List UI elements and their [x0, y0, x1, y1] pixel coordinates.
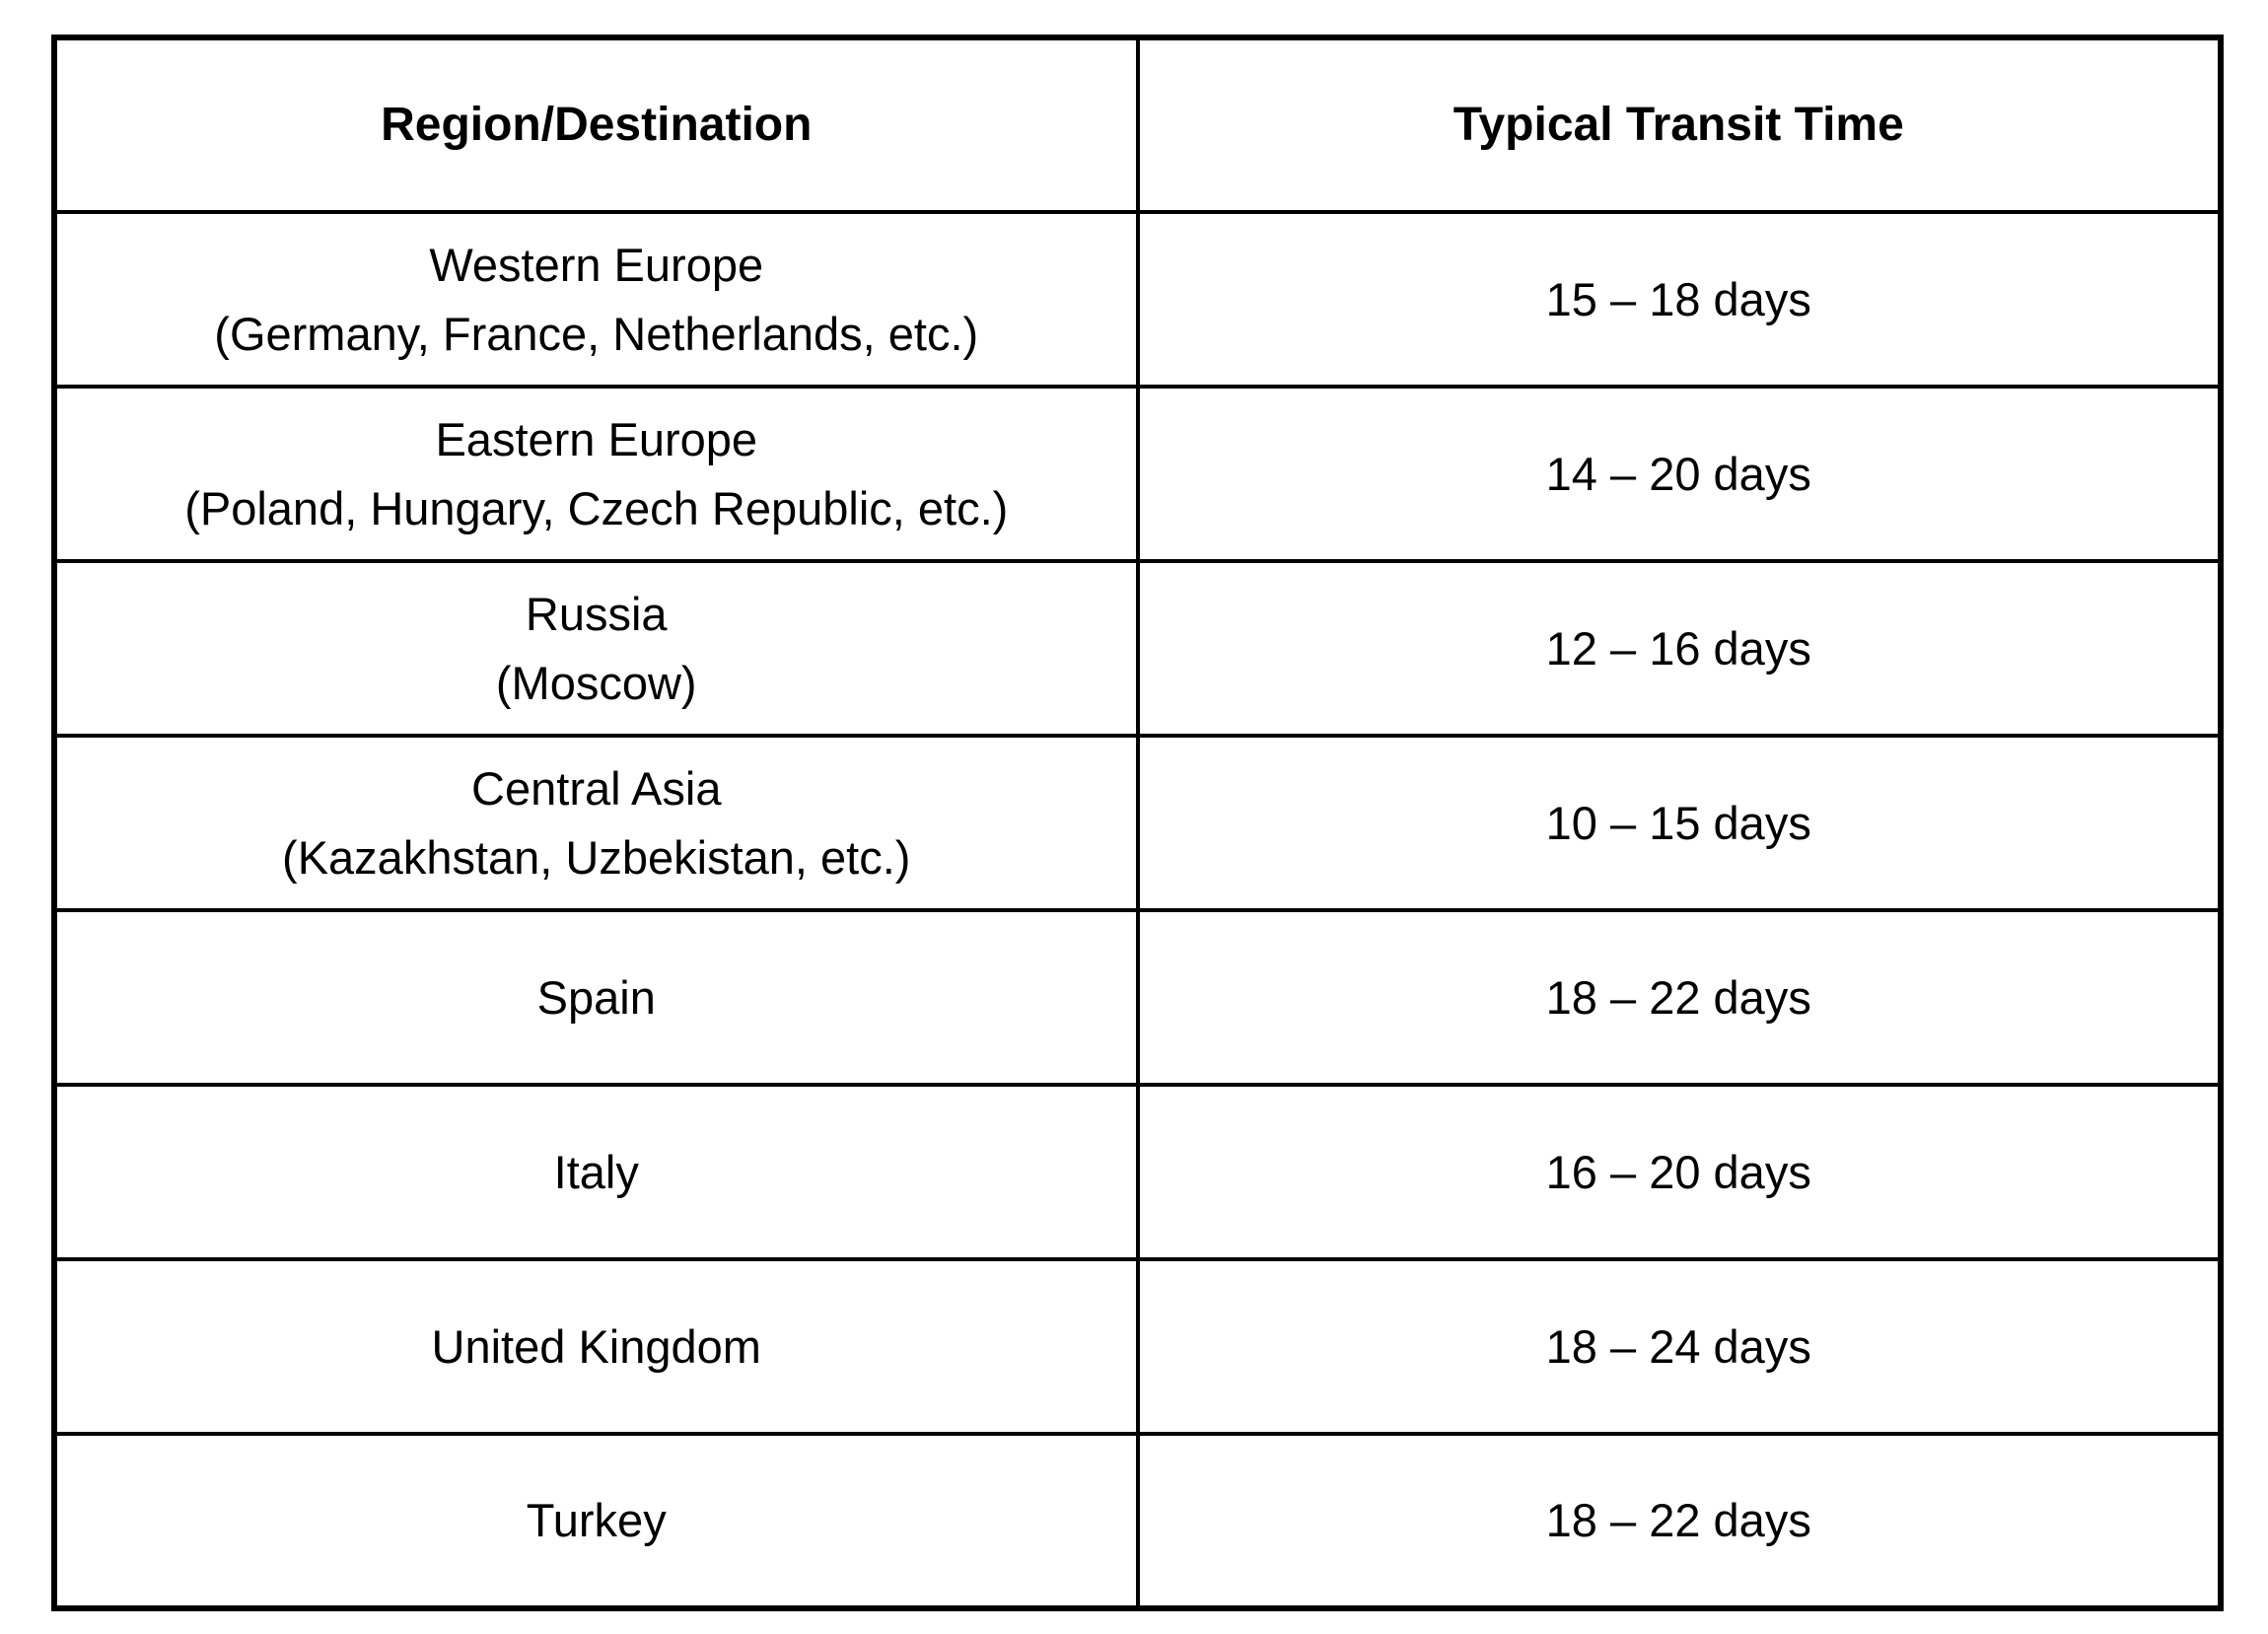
- transit-time-value: 18 – 24 days: [1545, 1319, 1811, 1373]
- region-cell: Spain: [52, 908, 1140, 1087]
- transit-time-cell: 18 – 22 days: [1135, 1432, 2223, 1610]
- table-row: Eastern Europe (Poland, Hungary, Czech R…: [52, 385, 2223, 563]
- region-name: Eastern Europe: [435, 412, 758, 465]
- region-name: Spain: [536, 970, 656, 1024]
- region-detail: (Moscow): [495, 656, 697, 709]
- table-row: Western Europe (Germany, France, Netherl…: [52, 210, 2223, 389]
- region-cell: Russia (Moscow): [52, 559, 1140, 738]
- table-row: Central Asia (Kazakhstan, Uzbekistan, et…: [52, 734, 2223, 912]
- region-detail: (Kazakhstan, Uzbekistan, etc.): [282, 830, 911, 884]
- region-cell: Eastern Europe (Poland, Hungary, Czech R…: [52, 385, 1140, 563]
- transit-time-cell: 18 – 22 days: [1135, 908, 2223, 1087]
- region-name: Western Europe: [429, 238, 764, 291]
- transit-time-value: 16 – 20 days: [1545, 1145, 1811, 1198]
- transit-time-cell: 14 – 20 days: [1135, 385, 2223, 563]
- region-name: Turkey: [526, 1494, 667, 1546]
- table-row: United Kingdom 18 – 24 days: [52, 1257, 2223, 1436]
- region-cell: Western Europe (Germany, France, Netherl…: [52, 210, 1140, 389]
- column-header-region-label: Region/Destination: [381, 99, 813, 151]
- region-name: Russia: [525, 587, 668, 640]
- transit-time-cell: 18 – 24 days: [1135, 1257, 2223, 1436]
- column-header-transit-time: Typical Transit Time: [1135, 36, 2223, 214]
- region-detail: (Germany, France, Netherlands, etc.): [214, 307, 979, 360]
- transit-time-table: Region/Destination Typical Transit Time …: [51, 35, 2224, 1611]
- table-row: Spain 18 – 22 days: [52, 908, 2223, 1087]
- table-row: Italy 16 – 20 days: [52, 1083, 2223, 1261]
- transit-time-cell: 12 – 16 days: [1135, 559, 2223, 738]
- region-name: Central Asia: [471, 761, 722, 815]
- transit-time-value: 18 – 22 days: [1545, 970, 1811, 1024]
- transit-time-value: 18 – 22 days: [1545, 1494, 1811, 1546]
- column-header-region: Region/Destination: [52, 36, 1140, 214]
- region-detail: (Poland, Hungary, Czech Republic, etc.): [184, 481, 1009, 534]
- region-name: United Kingdom: [431, 1319, 761, 1373]
- region-cell: Italy: [52, 1083, 1140, 1261]
- transit-time-value: 14 – 20 days: [1545, 447, 1811, 500]
- region-cell: Central Asia (Kazakhstan, Uzbekistan, et…: [52, 734, 1140, 912]
- transit-time-value: 12 – 16 days: [1545, 621, 1811, 675]
- header-row: Region/Destination Typical Transit Time: [52, 36, 2223, 214]
- transit-time-cell: 10 – 15 days: [1135, 734, 2223, 912]
- table-row: Turkey 18 – 22 days: [52, 1432, 2223, 1610]
- column-header-transit-time-label: Typical Transit Time: [1453, 99, 1904, 151]
- transit-time-value: 10 – 15 days: [1545, 796, 1811, 849]
- transit-time-value: 15 – 18 days: [1545, 272, 1811, 325]
- table-row: Russia (Moscow) 12 – 16 days: [52, 559, 2223, 738]
- region-cell: United Kingdom: [52, 1257, 1140, 1436]
- transit-time-cell: 16 – 20 days: [1135, 1083, 2223, 1261]
- region-name: Italy: [553, 1145, 639, 1198]
- region-cell: Turkey: [52, 1432, 1140, 1610]
- transit-time-cell: 15 – 18 days: [1135, 210, 2223, 389]
